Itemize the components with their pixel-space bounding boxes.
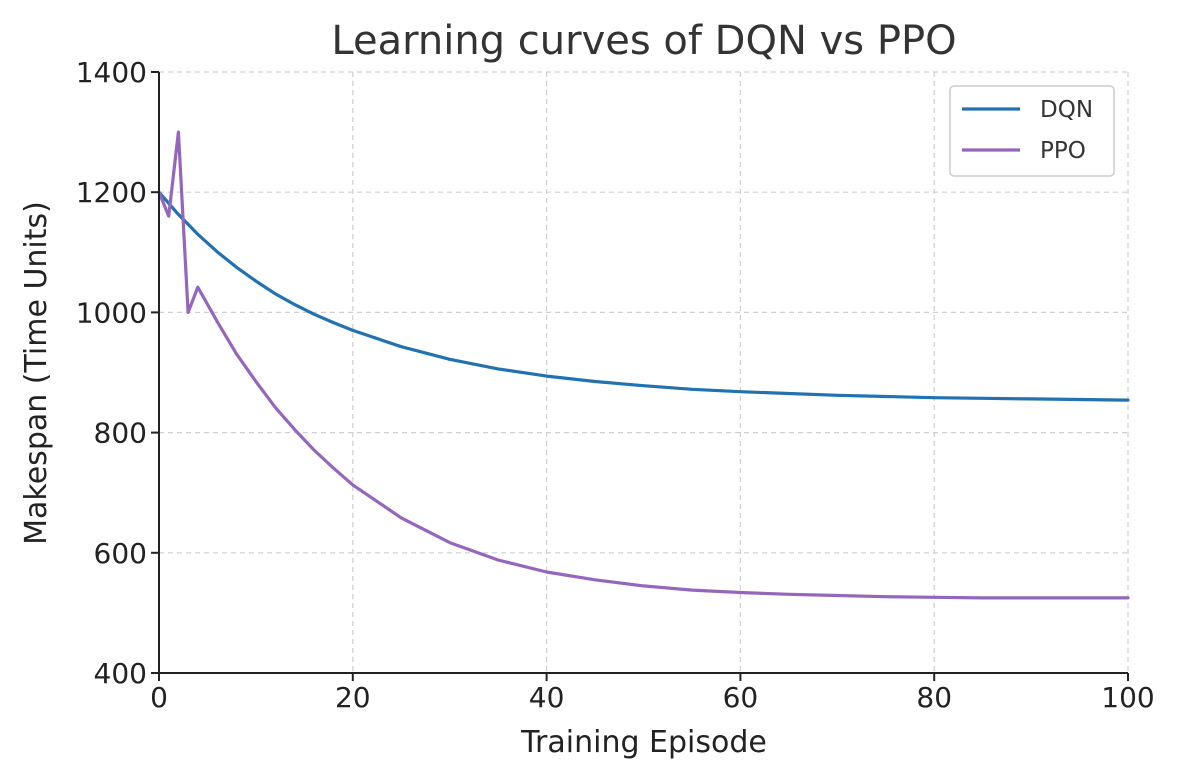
x-tick-label: 60 — [723, 681, 759, 714]
y-tick-label: 800 — [94, 417, 147, 450]
y-tick-label: 400 — [94, 657, 147, 690]
legend: DQN PPO — [949, 85, 1115, 177]
x-tick-label: 40 — [529, 681, 565, 714]
x-tick-label: 0 — [150, 681, 168, 714]
y-tick-label: 1000 — [76, 296, 147, 329]
x-axis-label: Training Episode — [520, 725, 767, 760]
y-tick-label: 1200 — [76, 176, 147, 209]
series-line-ppo — [157, 130, 1130, 600]
y-tick-label: 600 — [94, 537, 147, 570]
legend-label-dqn: DQN — [1040, 97, 1093, 123]
y-tick-label: 1400 — [76, 56, 147, 89]
legend-label-ppo: PPO — [1040, 138, 1086, 164]
ticks: 0 20 40 60 80 100 400 600 800 1000 1200 1400 — [76, 56, 1155, 714]
x-tick-label: 80 — [916, 681, 952, 714]
series-line-dqn — [157, 190, 1130, 402]
y-axis-label: Makespan (Time Units) — [19, 201, 54, 545]
chart-title: Learning curves of DQN vs PPO — [331, 18, 956, 64]
series-layer — [157, 130, 1130, 600]
x-tick-label: 20 — [335, 681, 371, 714]
x-tick-label: 100 — [1101, 681, 1154, 714]
